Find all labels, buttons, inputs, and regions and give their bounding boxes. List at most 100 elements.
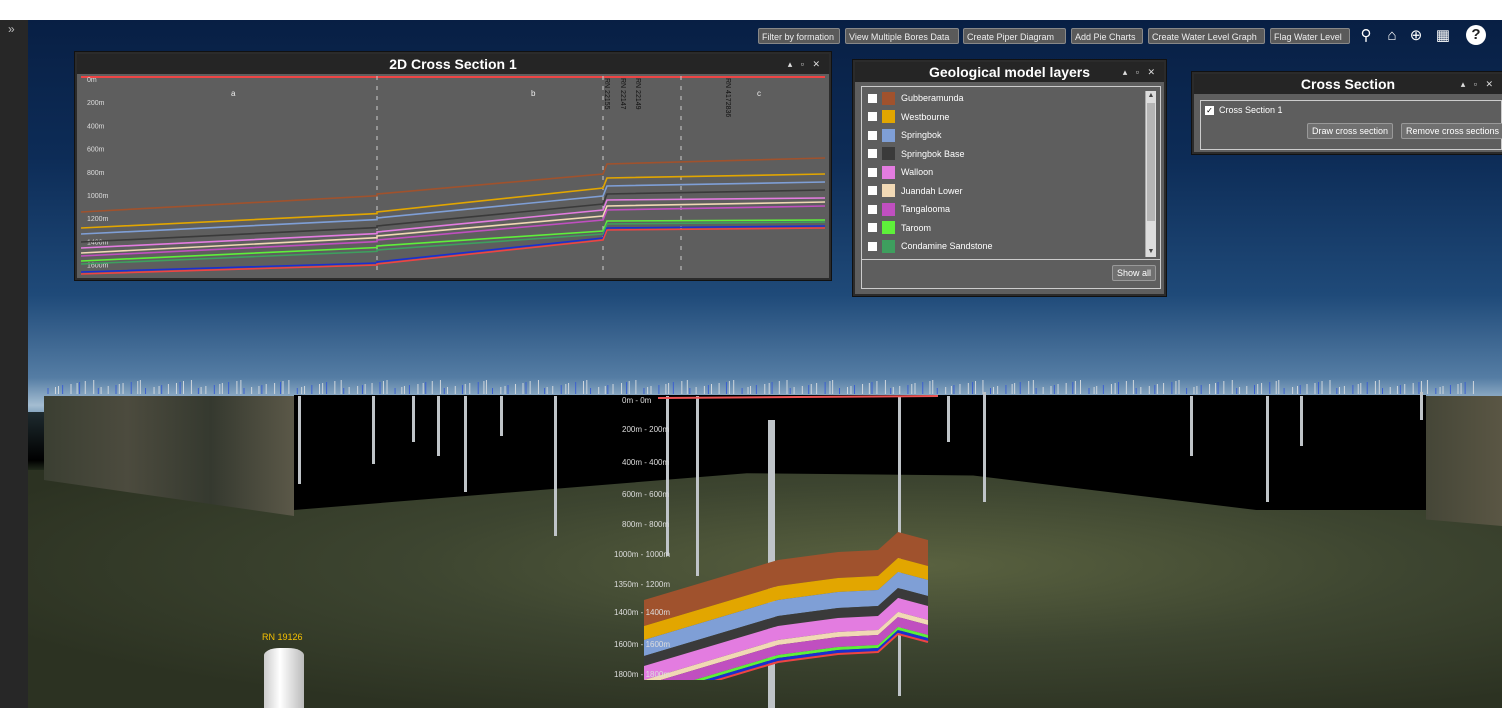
layer-swatch bbox=[882, 110, 895, 123]
bore-well[interactable] bbox=[464, 396, 467, 492]
layer-checkbox[interactable] bbox=[868, 93, 877, 103]
bore-well[interactable] bbox=[1190, 396, 1193, 456]
layer-label: Condamine Sandstone bbox=[901, 241, 993, 251]
window-controls[interactable]: ▴ ▫ ✕ bbox=[1460, 79, 1496, 89]
bore-well[interactable] bbox=[696, 396, 699, 576]
segment-label: b bbox=[531, 89, 536, 98]
layer-checkbox[interactable] bbox=[868, 130, 877, 140]
layer-checkbox[interactable] bbox=[868, 112, 877, 121]
layer-swatch bbox=[882, 128, 895, 142]
depth-tick-label: 800m bbox=[87, 170, 105, 177]
help-icon[interactable]: ? bbox=[1466, 25, 1486, 45]
layer-label: Tangalooma bbox=[901, 204, 951, 214]
layer-label: Taroom bbox=[901, 222, 932, 233]
horizon-line bbox=[81, 205, 825, 257]
layer-row[interactable]: Walloon bbox=[868, 163, 933, 181]
remove-cross-sections-button[interactable]: Remove cross sections bbox=[1401, 123, 1502, 139]
bore-cylinder[interactable] bbox=[264, 648, 304, 708]
horizon-line bbox=[81, 219, 825, 262]
layer-label: Westbourne bbox=[901, 111, 950, 122]
basemap-icon[interactable]: ▦ bbox=[1435, 27, 1451, 44]
cross-section-checkbox[interactable]: ✓ bbox=[1205, 105, 1214, 115]
toolbar-button-2[interactable]: Create Piper Diagram bbox=[963, 28, 1066, 44]
layer-row[interactable]: Gubberamunda bbox=[868, 89, 964, 107]
layer-row[interactable]: Condamine Sandstone bbox=[868, 237, 993, 255]
bore-label: RN 22155 bbox=[603, 78, 610, 110]
toolbar-button-3[interactable]: Add Pie Charts bbox=[1071, 28, 1143, 44]
layer-checkbox[interactable] bbox=[868, 204, 877, 214]
terrain-cliff-right bbox=[1426, 396, 1502, 526]
left-rail: » bbox=[0, 20, 28, 708]
bore-well[interactable] bbox=[437, 396, 440, 456]
bore-well[interactable] bbox=[983, 392, 986, 502]
layers-footer-box: Show all bbox=[861, 258, 1161, 289]
layers-scrollbar[interactable]: ▲ ▼ bbox=[1145, 91, 1156, 257]
3d-cross-section-model bbox=[644, 532, 929, 680]
cross-section-list-panel: Cross Section ▴ ▫ ✕ ✓ Cross Section 1 Dr… bbox=[1192, 72, 1502, 154]
horizon-line bbox=[81, 157, 825, 213]
layer-checkbox[interactable] bbox=[868, 186, 877, 195]
draw-cross-section-button[interactable]: Draw cross section bbox=[1307, 123, 1394, 139]
layer-label: Springbok bbox=[901, 130, 942, 140]
bore-well[interactable] bbox=[298, 396, 301, 484]
horizon-line bbox=[81, 197, 825, 249]
horizon-line bbox=[81, 227, 825, 275]
bore-well[interactable] bbox=[947, 396, 950, 442]
layer-row[interactable]: Tangalooma bbox=[868, 200, 950, 218]
layer-checkbox[interactable] bbox=[868, 167, 877, 177]
model-base-line bbox=[714, 632, 929, 680]
layer-row[interactable]: Springbok bbox=[868, 126, 942, 144]
horizon-line bbox=[81, 189, 825, 243]
expand-sidebar-icon[interactable]: » bbox=[8, 22, 15, 36]
toolbar-button-0[interactable]: Filter by formation bbox=[758, 28, 840, 44]
depth-tick-label: 600m bbox=[87, 147, 105, 154]
horizon-line bbox=[81, 225, 825, 273]
scroll-down-icon[interactable]: ▼ bbox=[1147, 248, 1155, 255]
window-controls[interactable]: ▴ ▫ ✕ bbox=[787, 59, 823, 69]
scene-depth-label: 1350m - 1200m bbox=[614, 580, 671, 589]
scroll-up-icon[interactable]: ▲ bbox=[1147, 92, 1155, 99]
toolbar-button-5[interactable]: Flag Water Level bbox=[1270, 28, 1350, 44]
bore-well[interactable] bbox=[412, 396, 415, 442]
bore-label: RN 22147 bbox=[619, 78, 626, 110]
layer-checkbox[interactable] bbox=[868, 149, 877, 158]
bore-well[interactable] bbox=[1266, 396, 1269, 502]
cross-section-2d-panel: 2D Cross Section 1 ▴ ▫ ✕ 0m 200m 400m 600m 8… bbox=[75, 52, 831, 280]
top-white-margin bbox=[28, 0, 1502, 20]
toolbar-button-4[interactable]: Create Water Level Graph bbox=[1148, 28, 1265, 44]
panel-title: Cross Section bbox=[1194, 74, 1502, 94]
bore-well[interactable] bbox=[500, 396, 503, 436]
surface-line bbox=[658, 394, 938, 399]
panel-title: Geological model layers bbox=[855, 62, 1164, 82]
cross-section-list: ✓ Cross Section 1 Draw cross section Rem… bbox=[1200, 100, 1502, 150]
scene-depth-label: 800m - 800m bbox=[622, 520, 670, 529]
bore-well[interactable] bbox=[554, 396, 557, 536]
scene-depth-label: 1800m - 1800m bbox=[614, 670, 671, 679]
layer-swatch bbox=[882, 221, 895, 234]
bore-well[interactable] bbox=[372, 396, 375, 464]
show-all-button[interactable]: Show all bbox=[1111, 265, 1156, 281]
bore-well[interactable] bbox=[1300, 396, 1303, 446]
layer-row[interactable]: Westbourne bbox=[868, 108, 949, 126]
layer-swatch bbox=[882, 165, 895, 179]
layer-checkbox[interactable] bbox=[868, 241, 877, 251]
bore-well[interactable] bbox=[1420, 392, 1423, 420]
scroll-thumb[interactable] bbox=[1147, 103, 1155, 221]
scene-depth-label: 400m - 400m bbox=[622, 458, 670, 467]
horizon-line bbox=[81, 181, 825, 235]
layer-checkbox[interactable] bbox=[868, 223, 877, 232]
home-icon[interactable]: ⌂ bbox=[1387, 27, 1397, 44]
layer-row[interactable]: Juandah Lower bbox=[868, 182, 963, 200]
search-icon[interactable]: ⚲ bbox=[1360, 27, 1372, 44]
layer-swatch bbox=[882, 91, 895, 105]
cross-section-item[interactable]: ✓ Cross Section 1 bbox=[1205, 105, 1283, 115]
layer-swatch bbox=[882, 239, 895, 253]
window-controls[interactable]: ▴ ▫ ✕ bbox=[1122, 67, 1158, 77]
layer-label: Springbok Base bbox=[901, 148, 965, 159]
bore-well[interactable] bbox=[666, 396, 669, 556]
globe-icon[interactable]: ⊕ bbox=[1409, 27, 1423, 44]
toolbar-button-1[interactable]: View Multiple Bores Data bbox=[845, 28, 959, 44]
layer-swatch bbox=[882, 147, 895, 160]
layer-row[interactable]: Springbok Base bbox=[868, 145, 965, 163]
layer-row[interactable]: Taroom bbox=[868, 219, 931, 237]
